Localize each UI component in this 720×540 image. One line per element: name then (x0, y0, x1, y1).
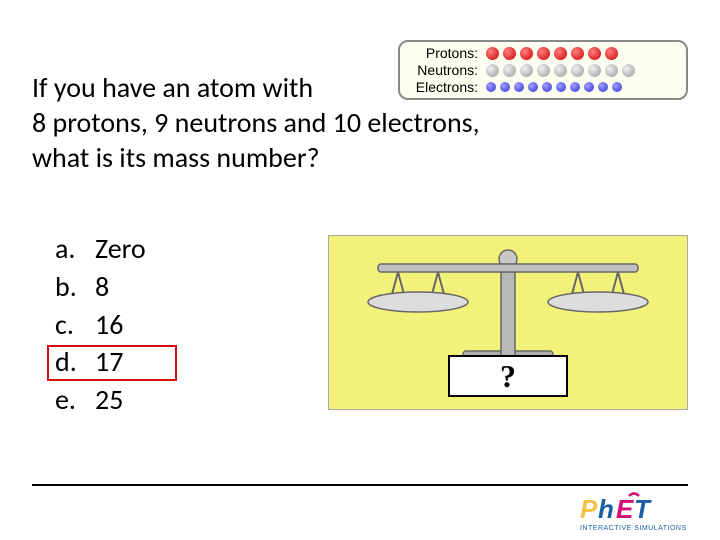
svg-text:h: h (598, 494, 614, 524)
answer-text: 16 (95, 306, 123, 344)
footer-divider (32, 484, 688, 486)
question-line3: what is its mass number? (32, 140, 592, 175)
scale-icon (343, 226, 673, 376)
svg-text:E: E (616, 494, 634, 524)
answer-c: c. 16 (55, 306, 146, 344)
svg-text:INTERACTIVE SIMULATIONS: INTERACTIVE SIMULATIONS (580, 525, 687, 532)
answer-e: e. 25 (55, 381, 146, 419)
question-block: If you have an atom with 8 protons, 9 ne… (32, 70, 688, 175)
answer-letter: b. (55, 268, 95, 306)
balance-scale: ? (328, 235, 688, 410)
answer-letter: e. (55, 381, 95, 419)
phet-logo: P h E T INTERACTIVE SIMULATIONS (580, 492, 700, 532)
legend-row-protons: Protons: (408, 45, 678, 61)
answer-letter: a. (55, 230, 95, 268)
svg-text:P: P (580, 494, 598, 524)
answer-text: Zero (95, 230, 146, 268)
answer-a: a. Zero (55, 230, 146, 268)
question-line1: If you have an atom with (32, 70, 592, 105)
answer-letter: c. (55, 306, 95, 344)
answer-text: 25 (95, 381, 123, 419)
scale-readout: ? (448, 355, 568, 397)
legend-label: Protons: (408, 45, 478, 61)
proton-dots (486, 47, 618, 60)
answer-text: 17 (95, 343, 123, 381)
answer-text: 8 (95, 268, 109, 306)
answer-d: d. 17 (55, 343, 146, 381)
answer-b: b. 8 (55, 268, 146, 306)
question-line2: 8 protons, 9 neutrons and 10 electrons, (32, 105, 592, 140)
svg-text:T: T (634, 494, 652, 524)
answer-list: a. Zero b. 8 c. 16 d. 17 e. 25 (55, 230, 146, 419)
answer-letter: d. (55, 343, 95, 381)
